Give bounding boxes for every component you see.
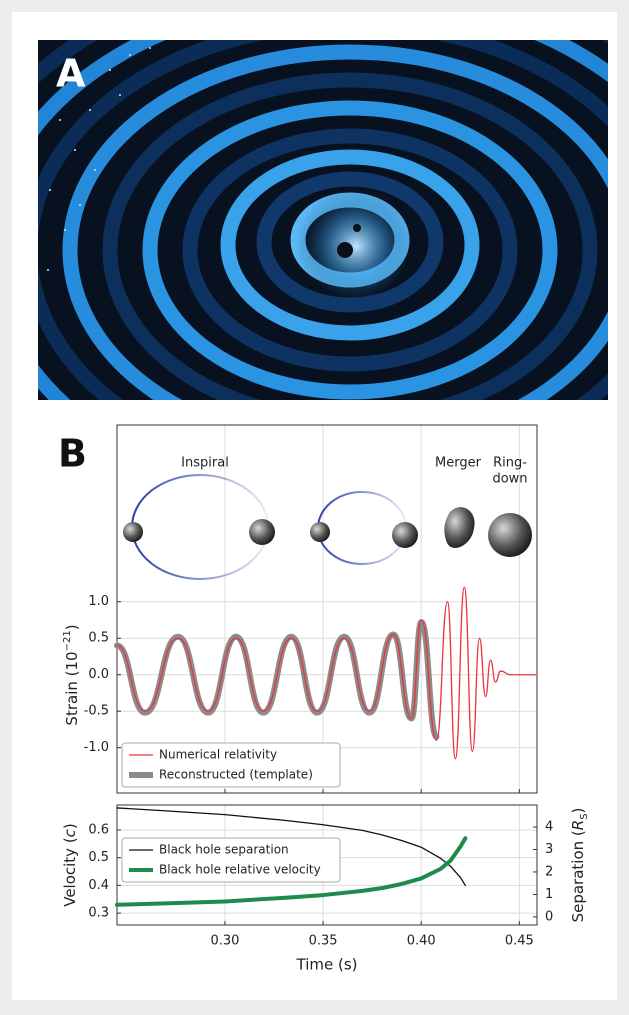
legend-label: Reconstructed (template) bbox=[159, 768, 313, 782]
legend-label: Black hole relative velocity bbox=[159, 863, 321, 877]
series-line bbox=[115, 836, 468, 907]
y-tick-label: 0.5 bbox=[88, 850, 109, 865]
axis-label-part: −21 bbox=[62, 630, 73, 651]
axis-label-part: Strain (10 bbox=[63, 651, 81, 725]
axis-label: Separation (RS) bbox=[569, 808, 590, 923]
panel-label: B bbox=[58, 432, 87, 476]
series-line bbox=[116, 586, 538, 760]
illustration: Inspiral Merger Ring- down bbox=[123, 456, 532, 580]
x-tick-label: 0.35 bbox=[309, 934, 338, 949]
axis-label-part: R bbox=[569, 820, 587, 830]
legend-box bbox=[121, 837, 341, 883]
plot-frame bbox=[116, 804, 538, 926]
y-tick-label: 1.0 bbox=[88, 594, 109, 609]
axis-label-part: Separation ( bbox=[569, 830, 587, 922]
stage-label: Ring- bbox=[493, 456, 527, 471]
y-tick-label: -1.0 bbox=[84, 740, 109, 755]
axis-label-part: c bbox=[61, 828, 79, 837]
stage-label: Merger bbox=[435, 456, 482, 471]
y-tick-label: 0.3 bbox=[88, 906, 109, 921]
panel-label: A bbox=[56, 52, 86, 96]
x-axis-label: Time (s) bbox=[296, 956, 358, 974]
legend-label: Numerical relativity bbox=[159, 748, 277, 762]
axis-label-part: ) bbox=[61, 823, 79, 829]
legend-box bbox=[121, 742, 341, 788]
y2-tick-label: 2 bbox=[545, 864, 553, 879]
series-line bbox=[116, 807, 467, 887]
panel-a-image bbox=[38, 40, 608, 400]
plot-frame bbox=[116, 424, 538, 794]
y2-tick-label: 4 bbox=[545, 820, 553, 835]
y-tick-label: 0.0 bbox=[88, 667, 109, 682]
axis-label: Strain (10−21) bbox=[62, 624, 81, 725]
x-tick-label: 0.30 bbox=[210, 934, 239, 949]
axis-label-part: S bbox=[579, 813, 590, 819]
y2-tick-label: 3 bbox=[545, 842, 553, 857]
y-tick-label: 0.6 bbox=[88, 822, 109, 837]
axis-label: Velocity (c) bbox=[61, 823, 79, 907]
y2-tick-label: 0 bbox=[545, 909, 553, 924]
axis-label-part: ) bbox=[569, 808, 587, 814]
stage-label: Inspiral bbox=[181, 456, 229, 471]
stage-label: down bbox=[492, 472, 527, 487]
x-tick-label: 0.40 bbox=[407, 934, 436, 949]
axis-label-part: ) bbox=[63, 624, 81, 630]
y-tick-label: 0.4 bbox=[88, 878, 109, 893]
y-tick-label: 0.5 bbox=[88, 631, 109, 646]
x-tick-label: 0.45 bbox=[505, 934, 534, 949]
legend-label: Black hole separation bbox=[159, 843, 289, 857]
y2-tick-label: 1 bbox=[545, 887, 553, 902]
y-tick-label: -0.5 bbox=[84, 704, 109, 719]
axis-label-part: Velocity ( bbox=[61, 837, 79, 906]
